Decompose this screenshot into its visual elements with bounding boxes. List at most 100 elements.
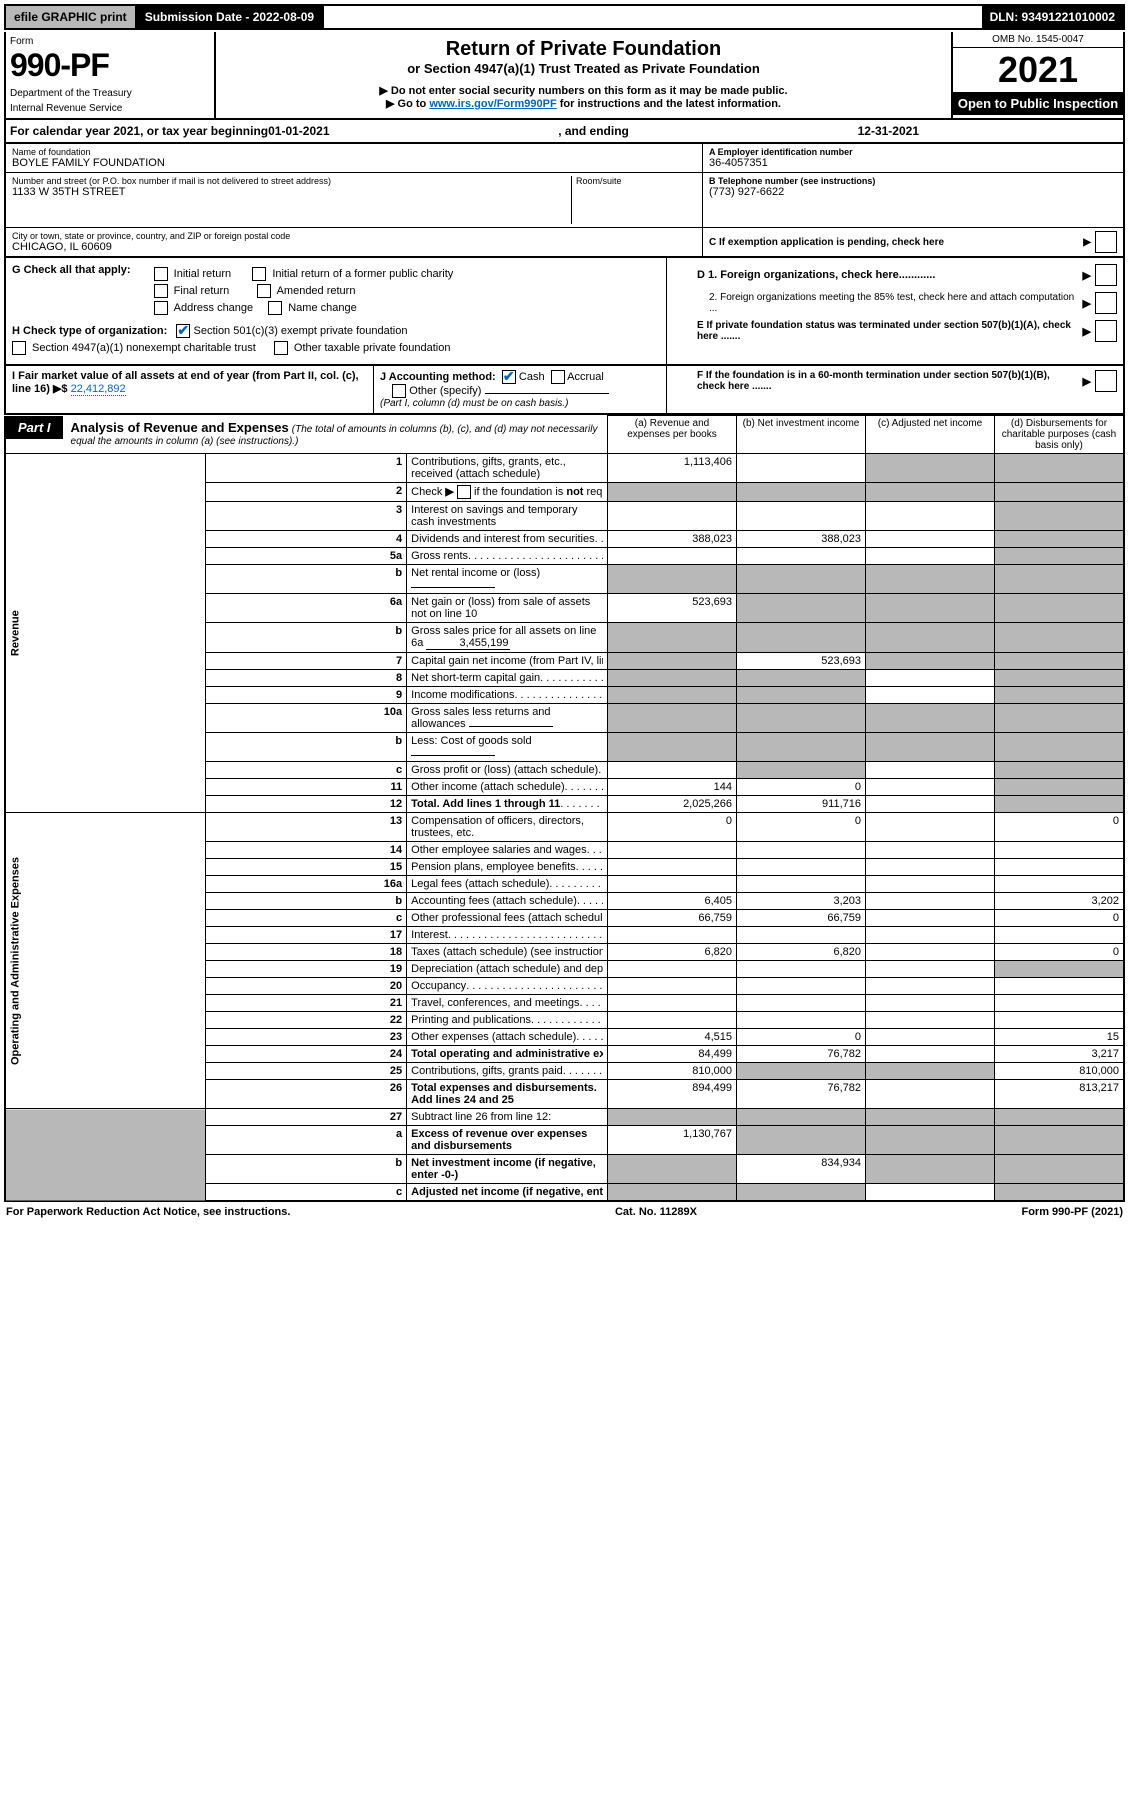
spacer [324,6,981,28]
checkbox[interactable] [1095,231,1117,253]
row-num: 4 [206,531,407,548]
checkbox[interactable] [176,324,190,338]
val-cell: 4,515 [608,1029,737,1046]
val-cell [995,594,1125,623]
checkbox[interactable] [268,301,282,315]
row-num: 3 [206,502,407,531]
row-num: 18 [206,944,407,961]
checkbox[interactable] [392,384,406,398]
top-bar: efile GRAPHIC print Submission Date - 20… [4,4,1125,30]
tax-year: 2021 [953,48,1123,92]
row-num: 14 [206,842,407,859]
desc-cell: Gross sales less returns and allowances [407,704,608,733]
val-cell: 0 [995,910,1125,927]
city: CHICAGO, IL 60609 [12,241,696,253]
val-cell [737,623,866,653]
val-cell: 144 [608,779,737,796]
desc-cell: Dividends and interest from securities [407,531,608,548]
header-left: Form 990-PF Department of the Treasury I… [6,32,216,118]
val-cell [608,1012,737,1029]
val-cell [737,1184,866,1202]
g-opt: Name change [288,302,357,314]
desc-cell: Subtract line 26 from line 12: [407,1109,608,1126]
checkbox[interactable] [274,341,288,355]
val-cell: 0 [608,813,737,842]
val-cell [866,1046,995,1063]
val-cell [995,483,1125,502]
desc-cell: Net rental income or (loss) [407,565,608,594]
row-num: 23 [206,1029,407,1046]
row-num: 12 [206,796,407,813]
ein-cell: A Employer identification number 36-4057… [703,144,1123,173]
val-cell [995,733,1125,762]
val-cell: 0 [995,813,1125,842]
row-num: c [206,762,407,779]
val-cell: 76,782 [737,1080,866,1109]
addr-cell: Number and street (or P.O. box number if… [6,173,702,228]
inline-val [469,726,553,727]
val-cell [866,670,995,687]
desc-cell: Printing and publications [407,1012,608,1029]
val-cell [866,944,995,961]
val-cell [866,594,995,623]
dln: DLN: 93491221010002 [982,6,1123,28]
checkbox[interactable] [154,284,168,298]
name-label: Name of foundation [12,147,696,157]
row-num: 2 [206,483,407,502]
val-cell: 3,203 [737,893,866,910]
val-cell [995,531,1125,548]
checkbox[interactable] [551,370,565,384]
irs: Internal Revenue Service [10,103,210,114]
checkbox[interactable] [1095,370,1117,392]
col-d: (d) Disbursements for charitable purpose… [995,416,1125,454]
checkbox[interactable] [12,341,26,355]
val-cell [866,779,995,796]
row-num: 24 [206,1046,407,1063]
checkbox[interactable] [1095,264,1117,286]
checkbox[interactable] [154,301,168,315]
h-opt: Section 501(c)(3) exempt private foundat… [193,325,407,337]
part-tab: Part I [6,416,63,439]
checkbox[interactable] [154,267,168,281]
arrow-icon: ▶ [1083,237,1091,248]
val-cell: 0 [737,813,866,842]
other-input[interactable] [485,393,609,394]
cal-end: 12-31-2021 [858,124,919,138]
row-num: 15 [206,859,407,876]
val-cell [608,670,737,687]
dept: Department of the Treasury [10,88,210,99]
desc-cell: Compensation of officers, directors, tru… [407,813,608,842]
val-cell: 1,130,767 [608,1126,737,1155]
val-cell [866,978,995,995]
g-label: G Check all that apply: [12,264,131,276]
j-box: J Accounting method: Cash Accrual Other … [374,366,667,413]
val-cell [737,548,866,565]
checkbox[interactable] [502,370,516,384]
section-spacer [5,1109,206,1202]
val-cell [866,548,995,565]
checkbox[interactable] [1095,292,1117,314]
checkbox[interactable] [1095,320,1117,342]
open-public: Open to Public Inspection [953,92,1123,115]
addr: 1133 W 35TH STREET [12,186,571,198]
val-cell: 810,000 [608,1063,737,1080]
val-cell: 388,023 [608,531,737,548]
e: E If private foundation status was termi… [697,320,1079,342]
desc-cell: Gross rents [407,548,608,565]
part-1-table: Part I Analysis of Revenue and Expenses … [4,415,1125,1202]
val-cell [608,842,737,859]
val-cell [866,796,995,813]
part-title: Analysis of Revenue and Expenses [71,420,289,435]
checkbox[interactable] [257,284,271,298]
checkbox[interactable] [252,267,266,281]
arrow-icon: ▶ [1083,325,1091,338]
g-opt: Initial return of a former public charit… [272,268,453,280]
checkbox[interactable] [457,485,471,499]
val-cell [866,893,995,910]
instr-link[interactable]: www.irs.gov/Form990PF [429,98,556,110]
g-opt: Final return [174,285,230,297]
i-value[interactable]: 22,412,892 [71,383,126,396]
row-num: b [206,623,407,653]
check-d-e: D 1. Foreign organizations, check here..… [666,258,1123,364]
part-desc: Analysis of Revenue and Expenses (The to… [63,416,607,451]
